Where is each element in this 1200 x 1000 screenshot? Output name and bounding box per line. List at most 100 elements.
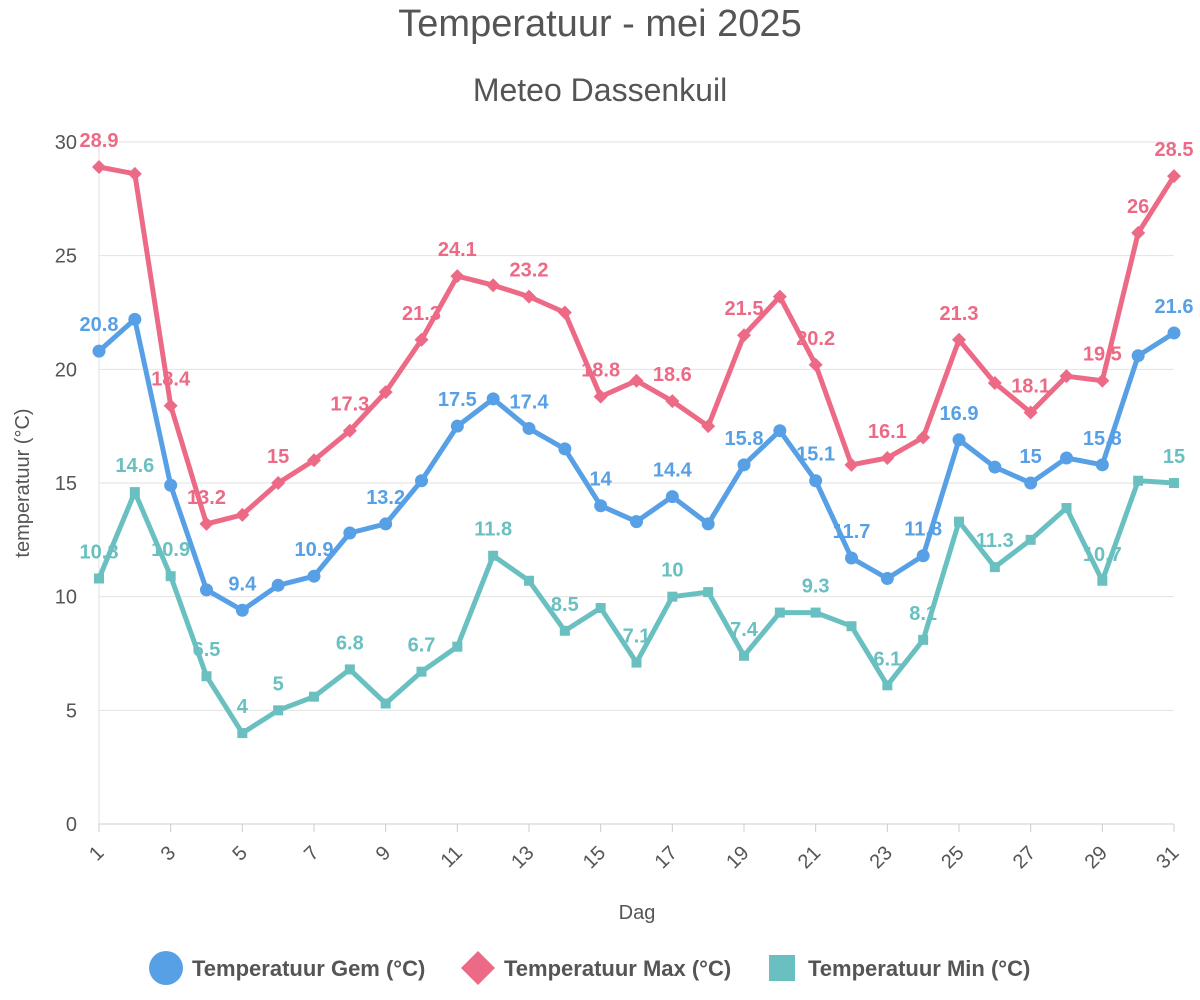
data-point-min (273, 705, 284, 716)
data-point-gem (809, 474, 823, 488)
data-point-gem (128, 312, 142, 326)
data-point-gem (92, 344, 106, 358)
data-point-gem (665, 490, 679, 504)
x-tick-label: 7 (300, 842, 323, 865)
data-point-gem (1095, 458, 1109, 472)
data-label-min: 5 (273, 673, 284, 695)
data-point-min (416, 666, 427, 677)
data-label-max: 18.6 (653, 364, 692, 386)
data-point-max (1023, 405, 1038, 420)
data-point-min (810, 607, 821, 618)
data-label-min: 6.5 (193, 639, 221, 661)
data-label-max: 20.2 (796, 328, 835, 350)
x-tick-label: 25 (937, 842, 968, 873)
data-point-min (846, 621, 857, 632)
data-point-gem (164, 478, 178, 492)
data-point-min (452, 641, 463, 652)
data-label-min: 10.7 (1083, 544, 1122, 566)
data-point-gem (1024, 476, 1038, 490)
data-point-gem (1167, 326, 1181, 340)
data-point-gem (845, 551, 858, 565)
data-label-max: 21.3 (940, 303, 979, 325)
data-point-max (808, 357, 823, 372)
data-point-min (631, 657, 642, 668)
data-point-min (989, 562, 1000, 573)
data-label-min: 10 (661, 560, 683, 582)
series-gem (92, 312, 1181, 617)
data-label-max: 13.2 (187, 487, 226, 509)
data-point-min (559, 625, 570, 636)
data-label-max: 19.5 (1083, 344, 1122, 366)
data-point-max (342, 423, 357, 438)
x-tick-label: 15 (579, 842, 610, 873)
y-axis-title: temperatuur (°C) (12, 408, 34, 557)
data-point-min (524, 575, 534, 586)
data-point-min (380, 698, 391, 709)
series-line-gem (96, 316, 1177, 613)
data-label-min: 11.3 (976, 530, 1014, 552)
x-tick-label: 13 (507, 842, 538, 873)
data-label-min: 7.4 (730, 619, 759, 641)
data-point-min (1169, 478, 1179, 488)
x-tick-label: 27 (1009, 842, 1040, 873)
data-point-max (522, 289, 536, 304)
data-point-gem (1131, 349, 1145, 363)
data-label-min: 7.1 (623, 626, 651, 648)
data-point-gem (880, 571, 894, 585)
data-point-max (1095, 373, 1110, 388)
data-point-max (593, 389, 608, 404)
data-label-max: 18.4 (151, 369, 191, 391)
y-tick-label: 0 (66, 814, 77, 836)
data-label-max: 23.2 (510, 260, 549, 282)
data-label-gem: 14.4 (653, 460, 693, 482)
data-point-max (1131, 225, 1146, 240)
data-point-max (880, 450, 895, 465)
legend-item-min: Temperatuur Min (°C) (769, 955, 1030, 981)
data-label-min: 4 (237, 696, 249, 718)
legend-marker-diamond-icon (461, 951, 495, 985)
data-point-min (667, 591, 678, 602)
data-point-gem (952, 433, 966, 447)
data-label-max: 21.3 (402, 303, 441, 325)
x-tick-label: 31 (1152, 842, 1183, 873)
data-point-min (774, 607, 785, 618)
data-labels-group: 20.8 9.4 10.9 13.2 17.5 17.4 14 14.4 15.8 15.1 11.… (80, 130, 1194, 718)
data-point-max (701, 419, 716, 434)
data-point-max (450, 269, 465, 284)
data-label-gem: 13.2 (366, 487, 405, 509)
data-label-gem: 11.7 (833, 521, 871, 543)
data-label-min: 6.8 (336, 632, 364, 654)
data-label-max: 16.1 (868, 421, 907, 443)
data-point-gem (200, 583, 213, 597)
data-point-gem (415, 474, 428, 488)
data-point-max (92, 160, 106, 175)
y-tick-label: 20 (55, 359, 77, 381)
x-tick-label: 5 (228, 842, 251, 865)
data-label-max: 15 (267, 446, 289, 468)
data-point-min (94, 573, 104, 584)
data-point-min (882, 680, 893, 691)
data-label-max: 26 (1127, 196, 1149, 218)
legend-item-max: Temperatuur Max (°C) (461, 951, 731, 985)
data-label-max: 18.1 (1011, 376, 1050, 398)
data-point-gem (988, 460, 1002, 474)
x-tick-label: 23 (866, 842, 897, 873)
data-point-min (739, 650, 749, 661)
data-point-gem (379, 517, 393, 531)
y-tick-label: 5 (66, 700, 77, 722)
data-label-min: 10.9 (151, 539, 190, 561)
data-label-gem: 11.8 (904, 519, 942, 541)
data-point-min (595, 603, 606, 614)
data-label-gem: 15.8 (725, 428, 764, 450)
data-point-max (916, 430, 931, 445)
data-label-min: 15 (1163, 446, 1185, 468)
data-label-min: 8.5 (551, 594, 579, 616)
legend-label-gem: Temperatuur Gem (°C) (192, 956, 425, 981)
data-point-max (235, 507, 250, 522)
data-label-min: 6.7 (408, 635, 436, 657)
data-label-gem: 15.8 (1083, 428, 1122, 450)
x-tick-label: 29 (1081, 842, 1112, 873)
data-point-max (378, 385, 393, 400)
data-point-gem (235, 603, 249, 617)
